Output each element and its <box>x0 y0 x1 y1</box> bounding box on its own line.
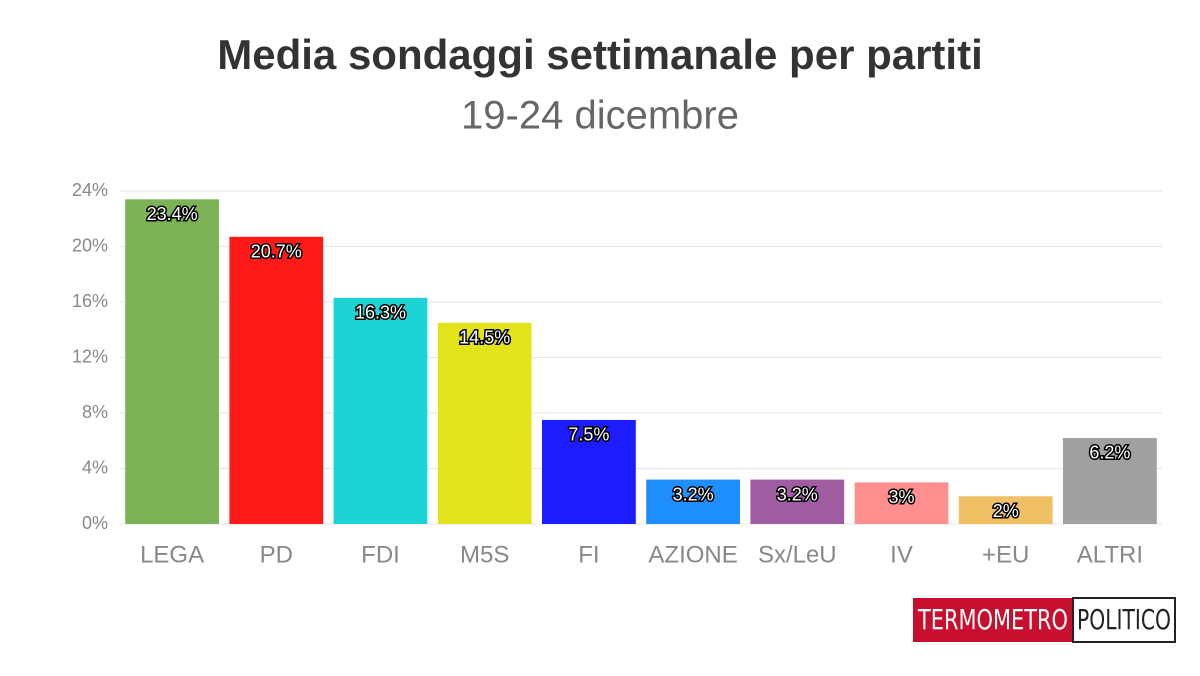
x-tick-label: AZIONE <box>648 541 737 568</box>
bar <box>333 297 428 524</box>
bar <box>125 199 219 524</box>
y-tick-label: 8% <box>82 402 108 422</box>
x-tick-label: PD <box>260 541 293 568</box>
logo-right-box <box>1072 597 1176 643</box>
y-tick-label: 4% <box>82 457 108 477</box>
bar <box>437 322 532 524</box>
value-label: 3.2% <box>777 484 818 504</box>
logo-left: TERMOMETRO <box>917 603 1068 636</box>
value-label: 6.2% <box>1089 443 1130 463</box>
logo-left-box <box>913 598 1073 642</box>
y-tick-label: 24% <box>72 180 108 200</box>
y-tick-label: 12% <box>72 346 108 366</box>
value-label: 2% <box>993 501 1019 521</box>
x-tick-label: +EU <box>982 541 1029 568</box>
x-tick-label: M5S <box>460 541 509 568</box>
x-tick-label: FI <box>578 541 599 568</box>
value-label: 20.7% <box>251 242 302 262</box>
chart-subtitle: 19-24 dicembre <box>461 94 739 138</box>
logo-right: POLITICO <box>1077 603 1171 636</box>
chart-title: Media sondaggi settimanale per partiti <box>217 31 983 78</box>
bar <box>646 479 740 524</box>
value-label: 16.3% <box>355 303 406 323</box>
y-tick-label: 0% <box>82 513 108 533</box>
logo: TERMOMETRO POLITICO <box>913 597 1176 643</box>
value-label: 23.4% <box>147 204 198 224</box>
x-tick-label: Sx/LeU <box>758 541 837 568</box>
value-label: 3% <box>888 487 914 507</box>
bar <box>1063 437 1157 524</box>
bar <box>854 482 949 524</box>
x-tick-label: IV <box>890 541 913 568</box>
y-tick-label: 20% <box>72 235 108 255</box>
bar <box>750 479 845 524</box>
x-tick-label: ALTRI <box>1077 541 1143 568</box>
bar <box>229 236 324 524</box>
value-label: 14.5% <box>459 328 510 348</box>
value-label: 7.5% <box>568 425 609 445</box>
y-tick-label: 16% <box>72 291 108 311</box>
x-tick-label: FDI <box>361 541 400 568</box>
bar <box>542 419 636 524</box>
x-tick-label: LEGA <box>140 541 204 568</box>
value-label: 3.2% <box>673 484 714 504</box>
bar <box>958 496 1053 524</box>
